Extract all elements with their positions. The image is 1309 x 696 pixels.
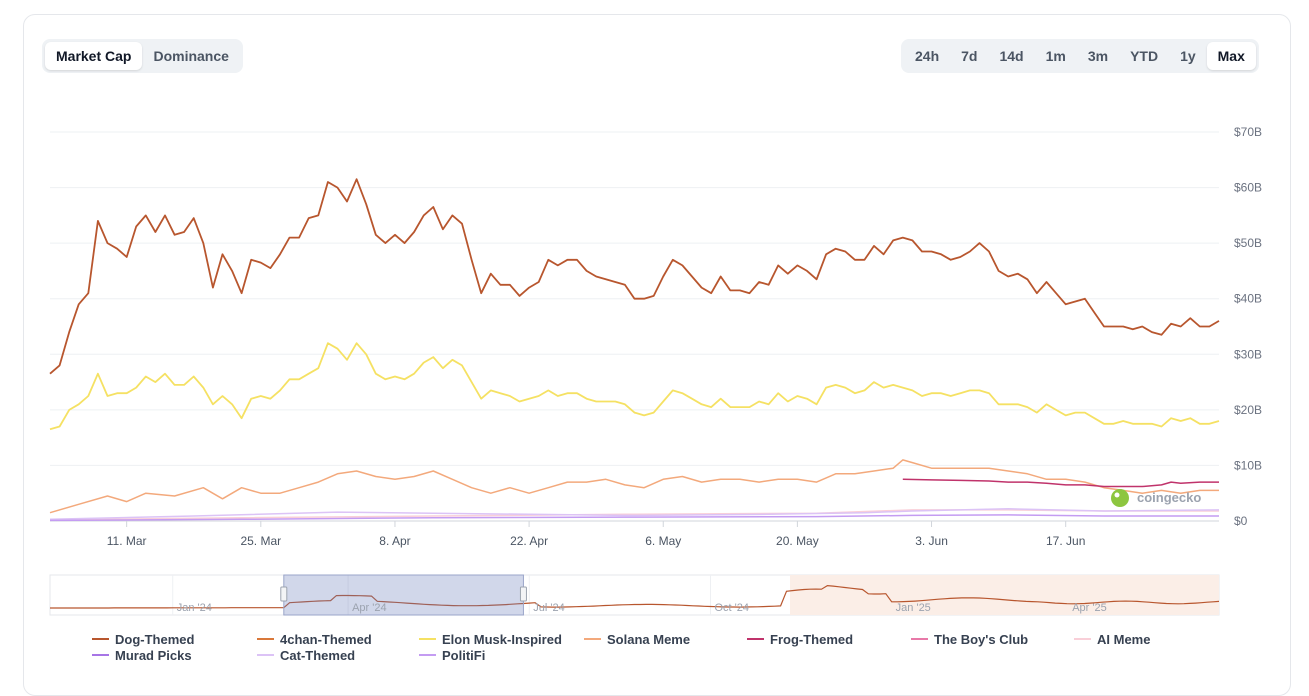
range-7d-tab[interactable]: 7d bbox=[950, 42, 988, 70]
coingecko-logo-icon bbox=[1111, 489, 1129, 507]
range-14d-tab[interactable]: 14d bbox=[988, 42, 1034, 70]
legend-swatch bbox=[911, 638, 928, 640]
legend-item-elon-musk-inspired[interactable]: Elon Musk-Inspired bbox=[419, 631, 562, 647]
y-tick-label: $30B bbox=[1234, 347, 1262, 361]
watermark-text: coingecko bbox=[1137, 490, 1201, 505]
x-tick-label: 6. May bbox=[645, 534, 681, 548]
legend-swatch bbox=[419, 638, 436, 640]
market-cap-chart[interactable]: $0 $10B $20B $30B $40B $50B $60B $70B 11. Mar 25… bbox=[0, 0, 1309, 560]
coingecko-logo-eye-icon bbox=[1114, 492, 1120, 498]
legend-label: Cat-Themed bbox=[280, 647, 356, 663]
legend-label: Elon Musk-Inspired bbox=[442, 631, 562, 647]
legend-label: Solana Meme bbox=[607, 631, 691, 647]
navigator-selection[interactable] bbox=[283, 574, 524, 616]
navigator-line bbox=[50, 584, 1220, 609]
legend-swatch bbox=[92, 638, 109, 640]
navigator-handle-left[interactable] bbox=[280, 586, 288, 602]
navigator-label: Apr '24 bbox=[352, 602, 387, 614]
y-tick-label: $40B bbox=[1234, 292, 1262, 306]
watermark: coingecko bbox=[1111, 489, 1201, 507]
legend-item-ai-meme[interactable]: AI Meme bbox=[1074, 631, 1150, 647]
series-line-solana-meme[interactable] bbox=[49, 459, 1219, 514]
x-tick-label: 8. Apr bbox=[379, 534, 410, 548]
legend-label: The Boy's Club bbox=[934, 631, 1029, 647]
legend-item-cat-themed[interactable]: Cat-Themed bbox=[257, 647, 355, 663]
navigator-label: Jul '24 bbox=[533, 602, 564, 614]
navigator-labels: Jan '24 Apr '24 Jul '24 Oct '24 Jan '25 Apr '… bbox=[177, 602, 1107, 614]
legend-swatch bbox=[584, 638, 601, 640]
range-1m-tab[interactable]: 1m bbox=[1035, 42, 1077, 70]
legend-label: 4chan-Themed bbox=[280, 631, 372, 647]
legend-swatch bbox=[257, 638, 274, 640]
y-tick-label: $10B bbox=[1234, 458, 1262, 472]
range-24h-tab[interactable]: 24h bbox=[904, 42, 950, 70]
navigator-fill bbox=[790, 575, 1219, 615]
legend-swatch bbox=[1074, 638, 1091, 640]
dominance-tab[interactable]: Dominance bbox=[142, 42, 239, 70]
legend-label: Dog-Themed bbox=[115, 631, 195, 647]
y-tick-label: $0 bbox=[1234, 514, 1248, 528]
range-3m-tab[interactable]: 3m bbox=[1077, 42, 1119, 70]
legend-label: Frog-Themed bbox=[770, 631, 854, 647]
series-line-politifi[interactable] bbox=[49, 514, 1219, 522]
legend-item-politifi[interactable]: PolitiFi bbox=[419, 647, 485, 663]
series-lines bbox=[49, 178, 1220, 522]
y-tick-label: $60B bbox=[1234, 181, 1262, 195]
legend-item-frog-themed[interactable]: Frog-Themed bbox=[747, 631, 853, 647]
legend-label: PolitiFi bbox=[442, 647, 486, 663]
range-max-tab[interactable]: Max bbox=[1206, 42, 1256, 70]
y-tick-label: $70B bbox=[1234, 125, 1262, 139]
navigator-handle-right[interactable] bbox=[519, 586, 527, 602]
legend-swatch bbox=[92, 654, 109, 656]
x-axis: 11. Mar 25. Mar 8. Apr 22. Apr 6. May 20. May… bbox=[107, 521, 1085, 548]
series-line-frog-themed[interactable] bbox=[902, 478, 1219, 488]
legend-item-4chan-themed[interactable]: 4chan-Themed bbox=[257, 631, 372, 647]
market-cap-tab[interactable]: Market Cap bbox=[45, 42, 143, 70]
y-axis: $0 $10B $20B $30B $40B $50B $60B $70B bbox=[1234, 125, 1262, 528]
x-tick-label: 25. Mar bbox=[240, 534, 281, 548]
x-tick-label: 22. Apr bbox=[510, 534, 548, 548]
legend-swatch bbox=[747, 638, 764, 640]
series-line-elon-musk-inspired[interactable] bbox=[49, 342, 1220, 431]
legend-swatch bbox=[257, 654, 274, 656]
y-tick-label: $50B bbox=[1234, 236, 1262, 250]
x-tick-label: 3. Jun bbox=[915, 534, 948, 548]
x-tick-label: 17. Jun bbox=[1046, 534, 1085, 548]
legend-item-dog-themed[interactable]: Dog-Themed bbox=[92, 631, 194, 647]
navigator-label: Apr '25 bbox=[1072, 602, 1107, 614]
range-ytd-tab[interactable]: YTD bbox=[1119, 42, 1169, 70]
navigator-label: Jan '24 bbox=[177, 602, 212, 614]
range-navigator[interactable]: Jan '24 Apr '24 Jul '24 Oct '24 Jan '25 Apr '… bbox=[0, 570, 1309, 620]
legend-label: AI Meme bbox=[1097, 631, 1151, 647]
range-1y-tab[interactable]: 1y bbox=[1169, 42, 1207, 70]
series-line-dog-themed[interactable] bbox=[49, 178, 1220, 375]
range-toggle: 24h 7d 14d 1m 3m YTD 1y Max bbox=[901, 39, 1259, 73]
y-tick-label: $20B bbox=[1234, 403, 1262, 417]
metric-toggle: Market Cap Dominance bbox=[42, 39, 243, 73]
legend-item-solana-meme[interactable]: Solana Meme bbox=[584, 631, 690, 647]
legend-item-the-boy-s-club[interactable]: The Boy's Club bbox=[911, 631, 1028, 647]
legend-item-murad-picks[interactable]: Murad Picks bbox=[92, 647, 192, 663]
navigator-label: Oct '24 bbox=[714, 602, 749, 614]
navigator-label: Jan '25 bbox=[896, 602, 931, 614]
legend-swatch bbox=[419, 654, 436, 656]
grid-lines bbox=[50, 131, 1219, 522]
legend-label: Murad Picks bbox=[115, 647, 192, 663]
series-line-cat-themed[interactable] bbox=[49, 508, 1220, 521]
x-tick-label: 11. Mar bbox=[107, 534, 147, 548]
x-tick-label: 20. May bbox=[776, 534, 819, 548]
